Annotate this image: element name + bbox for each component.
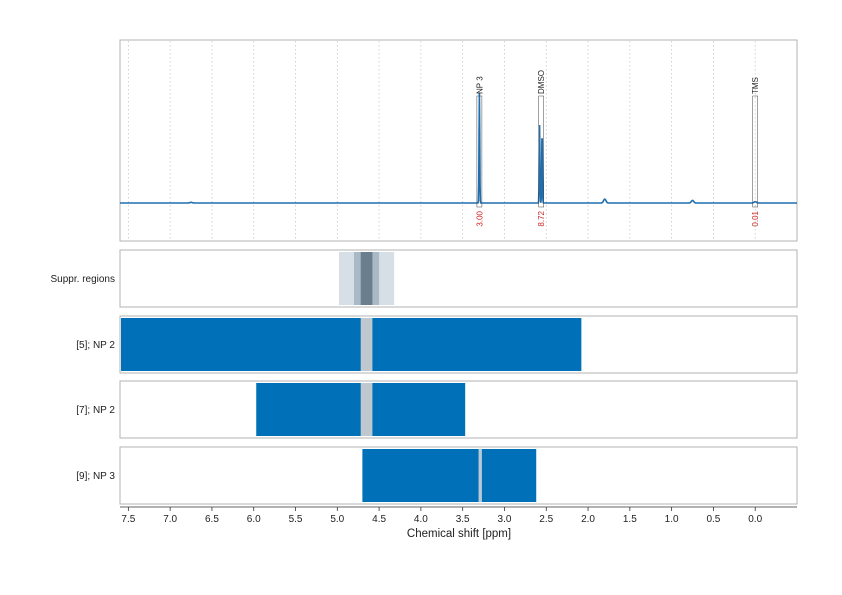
x-axis: 7.5 7.0 6.5 6.0 5.5 5.0 4.5 4.0 3.5 3.0 2.5 2.0 1.5 1…	[120, 506, 797, 525]
row-label: [7]; NP 2	[76, 405, 115, 416]
peak-box	[538, 95, 544, 208]
peak-label: DMSO	[537, 70, 546, 94]
x-tick-label: 6.0	[247, 514, 261, 525]
integral-label: 0.01	[751, 210, 760, 226]
x-axis-title: Chemical shift [ppm]	[407, 528, 511, 540]
integral-label: 3.00	[475, 210, 484, 226]
row-label: Suppr. regions	[51, 274, 116, 285]
x-tick-label: 4.0	[414, 514, 428, 525]
x-tick-label: 1.5	[623, 514, 637, 525]
x-tick-label: 6.5	[205, 514, 219, 525]
region-band	[360, 318, 373, 371]
region-band	[362, 449, 537, 502]
region-row: [7]; NP 2	[76, 380, 798, 439]
x-tick-label: 2.0	[581, 514, 595, 525]
x-tick-label: 0.5	[706, 514, 720, 525]
row-label: [9]; NP 3	[76, 471, 115, 482]
spectrum-panel: NP 3 3.00 DMSO 8.72 TMS 0.01	[119, 39, 798, 242]
x-tick-label: 0.0	[748, 514, 762, 525]
x-tick-label: 4.5	[372, 514, 386, 525]
integral-label: 8.72	[537, 210, 546, 226]
peak-label: NP 3	[475, 76, 484, 94]
spectrum-line	[120, 92, 797, 204]
region-band	[121, 318, 582, 371]
x-tick-label: 3.5	[456, 514, 470, 525]
x-tick-label: 7.0	[163, 514, 177, 525]
peak-box	[752, 95, 758, 208]
row-label: [5]; NP 2	[76, 340, 115, 351]
x-tick-label: 5.5	[289, 514, 303, 525]
region-row: Suppr. regions	[51, 249, 798, 308]
region-row: [5]; NP 2	[76, 315, 798, 374]
x-tick-label: 3.0	[498, 514, 512, 525]
region-band	[478, 449, 482, 502]
spectrum-frame	[119, 39, 798, 242]
region-rows: Suppr. regions [5]; NP 2 [7]; NP 2 [9]; NP …	[51, 249, 798, 505]
peak-label: TMS	[751, 77, 760, 94]
x-tick-label: 1.0	[665, 514, 679, 525]
x-tick-label: 7.5	[121, 514, 135, 525]
region-band	[360, 252, 373, 305]
x-tick-label: 5.0	[330, 514, 344, 525]
row-frame	[119, 249, 798, 308]
peak-box	[476, 95, 483, 208]
x-tick-label: 2.5	[539, 514, 553, 525]
region-band	[360, 383, 373, 436]
region-row: [9]; NP 3	[76, 446, 798, 505]
